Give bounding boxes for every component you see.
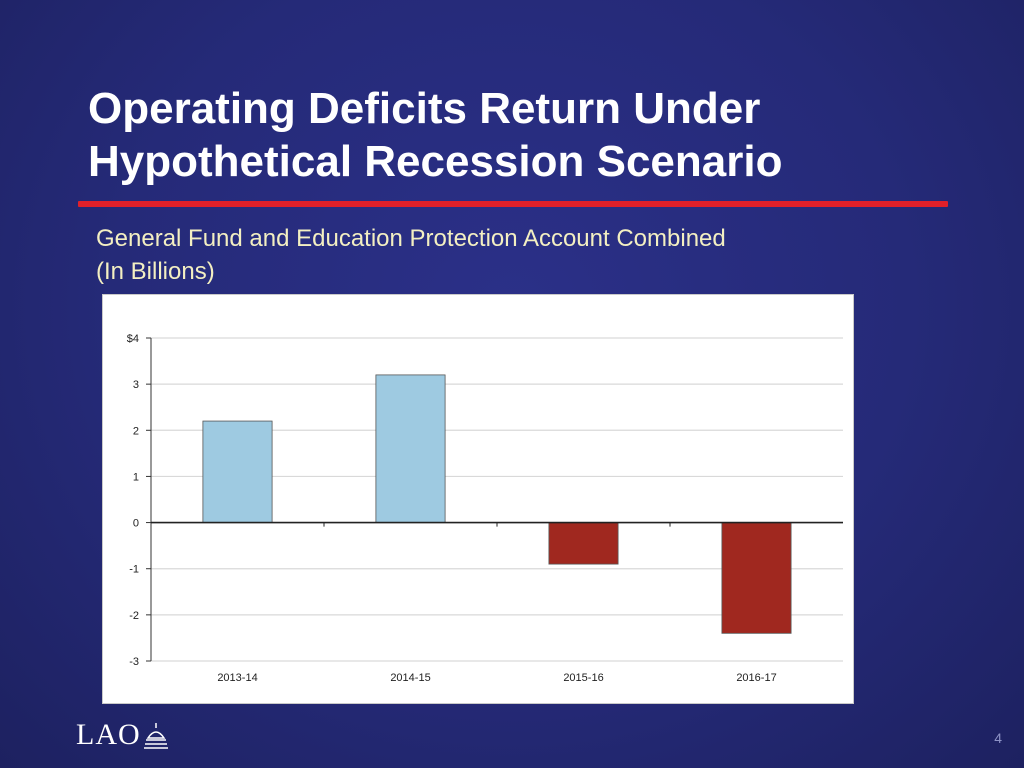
capitol-dome-icon bbox=[143, 723, 168, 749]
y-tick-label: -1 bbox=[129, 564, 139, 576]
y-tick-label: -3 bbox=[129, 656, 139, 668]
bar-2013-14 bbox=[202, 420, 273, 523]
slide-title-line-1: Operating Deficits Return Under bbox=[88, 84, 761, 133]
y-tick-label: 0 bbox=[133, 518, 139, 530]
bar-chart: $4 3 2 1 0 -1 -2 -3 2013-14 2014-15 2015-16 2016-17 bbox=[127, 333, 843, 684]
bar-2015-16 bbox=[548, 522, 619, 565]
chart-subtitle-line-1: General Fund and Education Protection Ac… bbox=[96, 225, 726, 252]
chart-subtitle-line-2: (In Billions) bbox=[96, 258, 215, 285]
y-tick-label: 3 bbox=[133, 379, 139, 391]
chart-panel: $4 3 2 1 0 -1 -2 -3 2013-14 2014-15 2015-16 2016-17 bbox=[102, 294, 854, 704]
x-tick-label: 2013-14 bbox=[217, 672, 257, 684]
x-tick-label: 2016-17 bbox=[736, 672, 776, 684]
slide-title-line-2: Hypothetical Recession Scenario bbox=[88, 137, 783, 186]
bar-2014-15 bbox=[375, 374, 446, 523]
y-tick-label: 1 bbox=[133, 471, 139, 483]
bar-2016-17 bbox=[721, 522, 792, 634]
title-divider bbox=[78, 201, 948, 207]
x-tick-label: 2015-16 bbox=[563, 672, 603, 684]
lao-logo-text: LAO bbox=[76, 718, 141, 751]
y-tick-label: -2 bbox=[129, 610, 139, 622]
slide-title: Operating Deficits Return Under Hypothet… bbox=[88, 82, 968, 188]
y-tick-label: $4 bbox=[127, 333, 139, 345]
chart-subtitle: General Fund and Education Protection Ac… bbox=[96, 222, 896, 288]
x-tick-label: 2014-15 bbox=[390, 672, 430, 684]
page-number: 4 bbox=[994, 730, 1002, 746]
y-tick-label: 2 bbox=[133, 425, 139, 437]
lao-logo: LAO bbox=[76, 714, 169, 750]
